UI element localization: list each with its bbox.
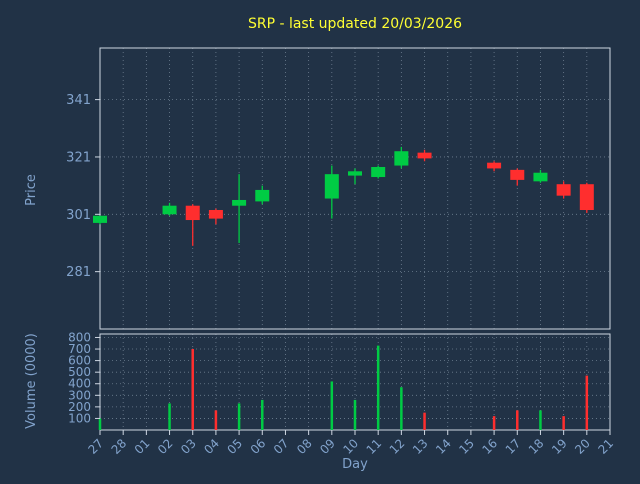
candlestick-day-06 — [255, 185, 270, 205]
candle-body — [93, 215, 107, 223]
candle-body — [394, 151, 409, 166]
volume-tick-label: 400 — [68, 377, 91, 391]
candlestick-day-12 — [394, 146, 409, 169]
price-tick-label: 301 — [66, 208, 91, 223]
candle-body — [162, 205, 177, 215]
candle-body — [371, 166, 386, 178]
volume-tick-label: 800 — [68, 330, 91, 344]
price-tick-label: 281 — [66, 265, 91, 280]
candlestick-day-03 — [185, 204, 200, 246]
candlestick-day-18 — [533, 169, 548, 183]
volume-tick-label: 300 — [68, 388, 91, 402]
candle-body — [232, 199, 247, 206]
volume-axis-label: Volume (0000) — [24, 333, 39, 429]
candle-body — [185, 205, 200, 221]
candle-body — [208, 210, 223, 219]
candle-body — [579, 184, 594, 211]
candlestick-day-17 — [510, 168, 525, 186]
candlestick-day-16 — [487, 161, 502, 172]
volume-tick-label: 600 — [68, 354, 91, 368]
candlestick-day-10 — [348, 168, 362, 185]
volume-tick-label: 700 — [68, 342, 91, 356]
candle-body — [324, 174, 339, 199]
candle-body — [417, 152, 432, 159]
candlestick-day-05 — [232, 174, 247, 243]
volume-bars — [98, 345, 589, 430]
candle-body — [556, 184, 571, 196]
price-tick-label: 321 — [66, 150, 91, 165]
volume-tick-label: 100 — [68, 411, 91, 425]
x-axis-label: Day — [342, 457, 368, 472]
volume-tick-label: 200 — [68, 400, 91, 414]
candle-body — [348, 171, 362, 176]
candle-body — [255, 189, 270, 202]
candlestick-day-27 — [93, 215, 107, 225]
price-plot-border — [99, 47, 611, 330]
volume-tick-label: 500 — [68, 365, 91, 379]
candle-body — [533, 172, 548, 182]
candlestick-day-11 — [371, 165, 386, 179]
candlestick-day-04 — [208, 208, 223, 225]
price-axis-label: Price — [24, 174, 39, 206]
candlestick-day-13 — [417, 149, 432, 162]
candlesticks — [93, 146, 594, 246]
candlestick-day-19 — [556, 181, 571, 199]
chart-title: SRP - last updated 20/03/2026 — [248, 16, 462, 32]
price-tick-label: 341 — [66, 93, 91, 108]
candle-body — [487, 162, 502, 169]
candlestick-day-20 — [579, 182, 594, 213]
candlestick-day-09 — [324, 165, 339, 219]
candle-body — [510, 169, 525, 180]
candlestick-day-02 — [162, 202, 177, 216]
